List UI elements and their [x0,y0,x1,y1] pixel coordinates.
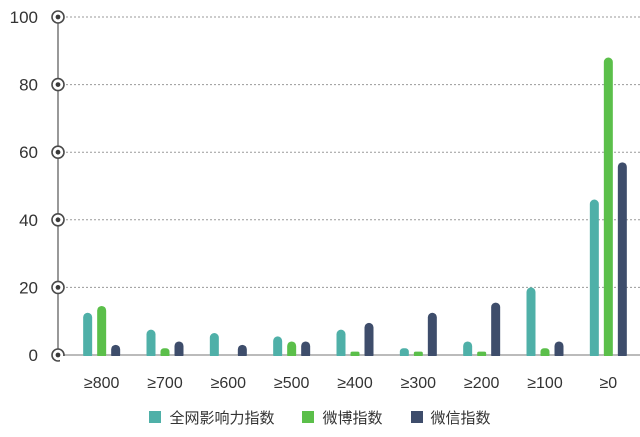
legend-item-1: 全网影响力指数 [149,407,274,428]
bar-1-3 [209,333,219,360]
bar-2-5 [350,351,360,357]
bar-3-1 [111,344,121,360]
x-category-label: ≥800 [84,375,120,392]
legend-swatch [149,411,162,423]
legend-swatch [410,411,423,423]
y-tick-dot-20 [55,285,61,290]
bar-3-7 [491,302,501,360]
bar-3-5 [364,322,374,360]
y-tick-label-0: 0 [29,346,38,365]
legend-label: 微信指数 [430,408,491,427]
bar-2-6 [413,351,423,357]
bar-1-2 [146,329,156,360]
legend-item-2: 微博指数 [302,407,383,428]
y-tick-label-40: 40 [19,211,38,230]
bar-2-4 [287,341,297,360]
y-tick-label-100: 100 [10,8,38,27]
y-tick-dot-100 [55,14,61,20]
bar-1-4 [273,336,283,360]
bar-1-9 [589,199,599,360]
y-axis: 0 20 40 60 80 100 [10,8,65,365]
bar-3-9 [617,162,627,360]
bar-3-6 [427,312,437,360]
legend: 全网影响力指数 微博指数 微信指数 [0,403,640,431]
bar-2-8 [540,348,550,359]
bar-chart: 0 20 40 60 80 100 ≥800 ≥700 ≥600 ≥500 ≥400 ≥300 ≥20… [10,8,640,392]
x-category-label: ≥100 [527,375,563,392]
legend-label: 全网影响力指数 [169,408,275,427]
x-category-label: ≥600 [211,375,247,392]
legend-swatch [302,411,315,423]
bar-1-1 [83,312,93,360]
y-tick-dot-0 [55,352,61,358]
y-tick-dot-60 [55,149,61,155]
y-tick-dot-40 [55,217,61,223]
x-category-label: ≥500 [274,375,310,392]
bar-2-2 [160,348,170,359]
gridlines [58,16,640,356]
bar-1-6 [399,348,409,359]
x-category-label: ≥200 [464,375,500,392]
legend-item-3: 微信指数 [410,407,491,428]
bar-3-8 [554,341,564,360]
bar-3-3 [237,344,247,360]
y-tick-label-20: 20 [19,278,38,297]
x-category-label: ≥700 [147,375,183,392]
category-labels: ≥800 ≥700 ≥600 ≥500 ≥400 ≥300 ≥200 ≥100 ≥0 [84,375,617,392]
y-tick-label-80: 80 [19,76,38,95]
bar-1-8 [526,287,536,360]
bar-2-1 [97,305,107,360]
bar-2-7 [477,351,487,357]
y-tick-dot-80 [55,82,61,87]
bar-1-5 [336,329,346,360]
bar-1-7 [463,341,473,360]
bars [60,57,640,370]
x-category-label: ≥300 [401,375,437,392]
bar-2-9 [603,57,613,360]
bar-3-4 [301,341,311,360]
bar-3-2 [174,341,184,360]
x-category-label: ≥0 [599,375,617,392]
baseline-mask [60,356,640,370]
x-category-label: ≥400 [337,375,373,392]
legend-label: 微博指数 [322,408,383,427]
y-tick-label-60: 60 [19,143,38,162]
